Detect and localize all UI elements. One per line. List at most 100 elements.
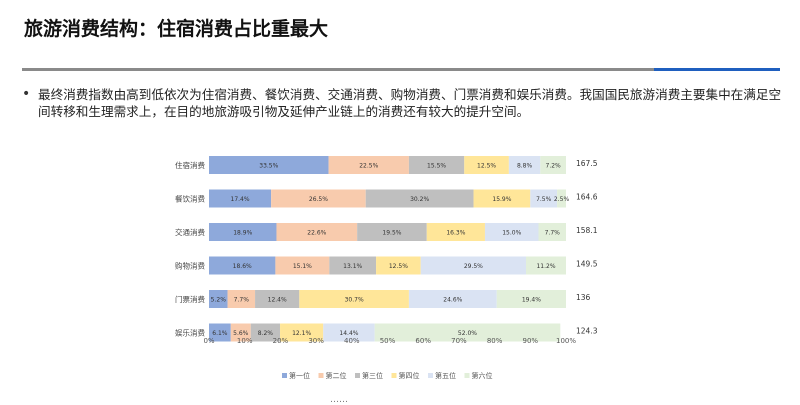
legend-swatch: [391, 373, 397, 378]
bar-segment: [209, 323, 231, 342]
bar-segment: [280, 323, 324, 342]
data-label: 30.7%: [345, 297, 364, 304]
bar-segment: [323, 323, 375, 342]
data-label: 19.4%: [522, 297, 541, 304]
data-label: 5.2%: [211, 297, 227, 304]
category-label: 娱乐消费: [175, 328, 205, 338]
total-label: 124.3: [576, 327, 598, 336]
data-label: 22.5%: [359, 163, 378, 170]
data-label: 12.5%: [477, 163, 496, 170]
bar-segment: [209, 156, 329, 174]
category-label: 交通消费: [175, 227, 205, 237]
legend-swatch: [464, 373, 470, 378]
data-label: 12.5%: [389, 263, 408, 270]
data-label: 15.9%: [492, 196, 511, 203]
bar-segment: [329, 256, 377, 275]
bar-segment: [473, 189, 531, 208]
category-label: 门票消费: [175, 294, 205, 304]
x-tick-label: 90%: [523, 337, 539, 345]
title-rule-gray: [22, 68, 654, 71]
data-label: 52.0%: [458, 330, 477, 337]
bar-segment: [526, 256, 566, 275]
legend-label: 第二位: [326, 371, 347, 380]
bar-segment: [275, 256, 330, 275]
x-tick-label: 10%: [237, 337, 253, 345]
data-label: 7.7%: [234, 297, 250, 304]
x-tick-label: 60%: [415, 337, 431, 345]
data-label: 6.1%: [212, 330, 228, 337]
data-label: 17.4%: [231, 196, 250, 203]
data-label: 22.6%: [307, 230, 326, 237]
legend-label: 第三位: [362, 371, 383, 380]
bar-segment: [328, 156, 409, 174]
x-tick-label: 30%: [308, 337, 324, 345]
data-label: 33.5%: [259, 163, 278, 170]
x-tick-label: 70%: [451, 337, 467, 345]
bar-segment: [271, 189, 366, 208]
total-label: 167.5: [576, 159, 598, 168]
bar-segment: [464, 156, 509, 174]
bar-segment: [276, 223, 358, 241]
title-rule: [22, 68, 780, 72]
data-label: 11.2%: [536, 263, 555, 270]
x-tick-label: 20%: [273, 337, 289, 345]
bar-segment: [376, 256, 421, 275]
x-tick-label: 80%: [487, 337, 503, 345]
data-label: 16.3%: [446, 230, 465, 237]
data-label: 13.1%: [343, 263, 362, 270]
bar-segment: [540, 156, 566, 174]
data-label: 29.5%: [464, 263, 483, 270]
data-label: 7.7%: [545, 230, 561, 237]
total-label: 164.6: [576, 193, 598, 202]
data-label: 7.5%: [536, 196, 552, 203]
total-label: 158.1: [576, 226, 598, 235]
data-label: 12.1%: [292, 330, 311, 337]
bar-segment: [357, 223, 427, 241]
bar-segment: [408, 290, 497, 308]
bar-segment: [374, 323, 561, 342]
legend-swatch: [318, 373, 324, 378]
bar-segment: [530, 189, 558, 208]
bar-segment: [496, 290, 566, 308]
bar-segment: [209, 256, 276, 275]
bar-segment: [227, 290, 256, 308]
data-label: 12.4%: [268, 297, 287, 304]
legend-label: 第五位: [435, 371, 456, 380]
bullet-marker: •: [22, 86, 31, 102]
category-label: 餐饮消费: [175, 194, 205, 204]
data-label: 7.2%: [546, 163, 562, 170]
title-rule-blue: [654, 68, 780, 71]
bar-segment: [420, 256, 527, 275]
bar-segment: [426, 223, 485, 241]
data-label: 8.8%: [517, 163, 533, 170]
data-label: 8.2%: [258, 330, 274, 337]
bar-segment: [250, 323, 281, 342]
data-label: 15.0%: [502, 230, 521, 237]
legend-swatch: [355, 373, 360, 378]
data-label: 5.6%: [233, 330, 249, 337]
x-tick-label: 40%: [344, 337, 360, 345]
data-label: 14.4%: [339, 330, 358, 337]
bar-segment: [484, 223, 539, 241]
legend-swatch: [282, 373, 287, 378]
bar-segment: [255, 290, 300, 308]
category-label: 购物消费: [175, 261, 205, 271]
bar-segment: [508, 156, 541, 174]
legend-label: 第一位: [289, 371, 310, 380]
data-label: 15.5%: [427, 163, 446, 170]
data-label: 18.6%: [233, 263, 252, 270]
bar-segment: [365, 189, 474, 208]
total-label: 136: [576, 293, 591, 302]
data-label: 15.1%: [293, 263, 312, 270]
category-label: 住宿消费: [175, 160, 205, 170]
total-label: 149.5: [576, 260, 598, 269]
bar-segment: [408, 156, 465, 174]
x-tick-label: 50%: [380, 337, 396, 345]
data-label: 30.2%: [410, 196, 429, 203]
bullet-paragraph: • 最终消费指数由高到低依次为住宿消费、餐饮消费、交通消费、购物消费、门票消费和…: [22, 86, 782, 120]
data-label: 18.9%: [233, 230, 252, 237]
bar-segment: [230, 323, 251, 342]
bar-segment: [557, 189, 566, 208]
bar-segment: [538, 223, 566, 241]
